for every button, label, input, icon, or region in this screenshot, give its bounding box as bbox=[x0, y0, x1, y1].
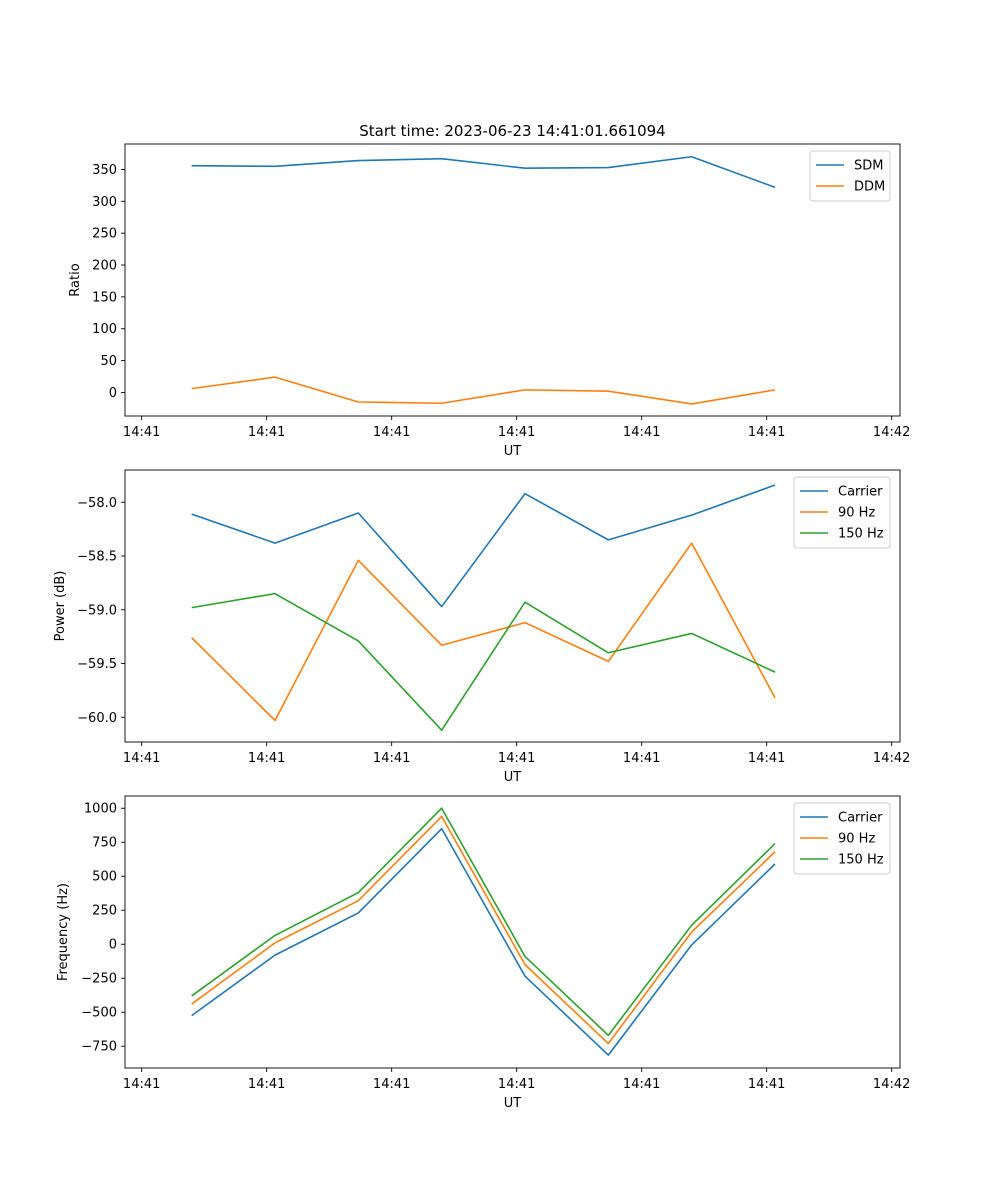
legend-label: 150 Hz bbox=[838, 527, 884, 542]
y-tick-label: 150 bbox=[92, 290, 117, 305]
chart-title: Start time: 2023-06-23 14:41:01.661094 bbox=[359, 122, 665, 140]
y-tick-label: −59.5 bbox=[77, 657, 117, 672]
x-tick-label: 14:41 bbox=[748, 1077, 785, 1092]
y-tick-label: −250 bbox=[81, 972, 117, 987]
ratio-subplot: 14:41 14:41 14:41 14:41 14:41 14:41 14:42 0 50 10… bbox=[68, 122, 910, 459]
y-tick-label: −59.0 bbox=[77, 603, 117, 618]
y-tick-label: 350 bbox=[92, 163, 117, 178]
y-tick-label: 200 bbox=[92, 259, 117, 274]
x-tick-label: 14:42 bbox=[873, 751, 910, 766]
x-axis-label: UT bbox=[504, 1096, 522, 1111]
legend-label: 150 Hz bbox=[838, 853, 884, 868]
series-line-sdm bbox=[191, 155, 776, 189]
y-tick-label: 0 bbox=[109, 938, 117, 953]
legend-label: Carrier bbox=[838, 811, 883, 826]
series-line-ddm bbox=[191, 376, 776, 405]
x-tick-label: 14:42 bbox=[873, 1077, 910, 1092]
series-line-150-hz bbox=[191, 592, 776, 731]
x-tick-label: 14:41 bbox=[748, 751, 785, 766]
x-tick-label: 14:41 bbox=[623, 425, 660, 440]
y-tick-label: 0 bbox=[109, 386, 117, 401]
legend-box bbox=[793, 476, 891, 549]
series-line-90-hz bbox=[191, 542, 776, 722]
x-tick-label: 14:41 bbox=[123, 1077, 160, 1092]
x-tick-label: 14:41 bbox=[623, 751, 660, 766]
y-axis-label: Ratio bbox=[68, 263, 83, 296]
series-line-90-hz bbox=[191, 815, 776, 1045]
y-tick-label: 1000 bbox=[84, 802, 117, 817]
axes-frame bbox=[124, 143, 901, 417]
legend-label: 90 Hz bbox=[838, 832, 875, 847]
power-subplot: 14:41 14:41 14:41 14:41 14:41 14:41 14:42 −60.0… bbox=[53, 469, 910, 785]
x-tick-label: 14:41 bbox=[123, 425, 160, 440]
x-tick-label: 14:41 bbox=[123, 751, 160, 766]
x-tick-label: 14:41 bbox=[248, 751, 285, 766]
y-tick-label: 100 bbox=[92, 322, 117, 337]
x-tick-label: 14:41 bbox=[498, 425, 535, 440]
y-tick-label: −58.0 bbox=[77, 496, 117, 511]
series-line-150-hz bbox=[191, 807, 776, 1037]
legend: Carrier 90 Hz 150 Hz bbox=[793, 802, 891, 875]
y-tick-label: 500 bbox=[92, 870, 117, 885]
legend-label: 90 Hz bbox=[838, 506, 875, 521]
x-tick-label: 14:41 bbox=[373, 425, 410, 440]
x-tick-label: 14:41 bbox=[748, 425, 785, 440]
legend-box bbox=[809, 150, 891, 202]
x-tick-label: 14:41 bbox=[498, 1077, 535, 1092]
y-tick-label: −750 bbox=[81, 1040, 117, 1055]
x-axis-label: UT bbox=[504, 770, 522, 785]
y-tick-label: 250 bbox=[92, 227, 117, 242]
y-tick-label: 250 bbox=[92, 904, 117, 919]
y-tick-label: −60.0 bbox=[77, 711, 117, 726]
x-tick-label: 14:42 bbox=[873, 425, 910, 440]
axes-frame bbox=[124, 795, 901, 1069]
y-tick-label: 50 bbox=[100, 354, 117, 369]
frequency-subplot: 14:41 14:41 14:41 14:41 14:41 14:41 14:42 −750 −… bbox=[56, 795, 910, 1111]
x-axis-label: UT bbox=[504, 444, 522, 459]
series-line-carrier bbox=[191, 484, 776, 608]
legend-box bbox=[793, 802, 891, 875]
x-tick-label: 14:41 bbox=[373, 1077, 410, 1092]
y-tick-label: −500 bbox=[81, 1006, 117, 1021]
x-tick-label: 14:41 bbox=[248, 425, 285, 440]
y-tick-label: 300 bbox=[92, 195, 117, 210]
legend-label: Carrier bbox=[838, 485, 883, 500]
legend: SDM DDM bbox=[809, 150, 891, 202]
y-axis-label: Frequency (Hz) bbox=[56, 883, 71, 981]
legend-label: SDM bbox=[854, 159, 883, 174]
series-line-carrier bbox=[191, 827, 776, 1056]
x-tick-label: 14:41 bbox=[623, 1077, 660, 1092]
x-tick-label: 14:41 bbox=[373, 751, 410, 766]
y-tick-label: −58.5 bbox=[77, 550, 117, 565]
y-axis-label: Power (dB) bbox=[53, 571, 68, 642]
y-tick-label: 750 bbox=[92, 836, 117, 851]
legend: Carrier 90 Hz 150 Hz bbox=[793, 476, 891, 549]
x-tick-label: 14:41 bbox=[498, 751, 535, 766]
x-tick-label: 14:41 bbox=[248, 1077, 285, 1092]
legend-label: DDM bbox=[854, 180, 885, 195]
axes-frame bbox=[124, 469, 901, 743]
